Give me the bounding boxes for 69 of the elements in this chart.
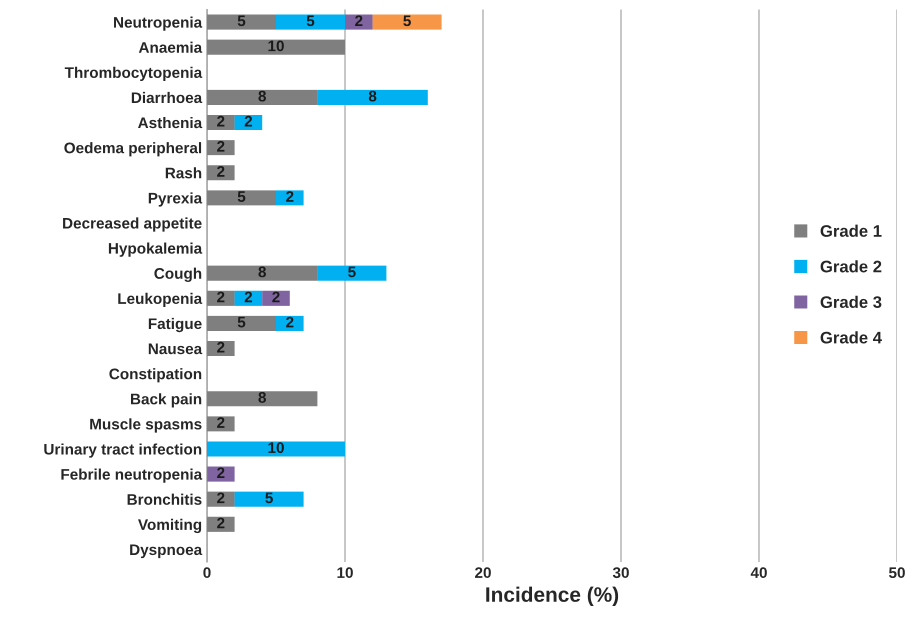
y-tick-label: Thrombocytopenia [64, 66, 202, 82]
y-tick-label: Oedema peripheral [64, 142, 202, 156]
bar [317, 90, 428, 105]
y-tick-label: Nausea [148, 344, 202, 354]
y-tick-label: Muscle spasms [90, 418, 202, 433]
y-tick-label: Vomiting [138, 518, 202, 534]
data-label: 2 [217, 518, 224, 528]
data-label: 5 [265, 492, 273, 504]
x-tick-label: 50 [888, 567, 905, 578]
data-label: 10 [268, 442, 284, 454]
x-tick-label: 20 [475, 567, 491, 578]
data-label: 2 [355, 15, 362, 26]
y-tick-label: Neutropenia [114, 16, 202, 31]
data-label: 2 [217, 116, 224, 126]
data-label: 5 [238, 191, 246, 202]
legend-label: Grade 2 [820, 260, 882, 272]
bar [317, 266, 386, 281]
data-label: 2 [217, 140, 224, 152]
y-tick-label: Asthenia [138, 116, 202, 128]
x-tick-label: 40 [750, 567, 767, 578]
data-label: 2 [244, 116, 252, 126]
y-tick-label: Rash [166, 167, 202, 178]
y-tick-label: Constipation [109, 368, 202, 382]
data-label: 2 [217, 492, 224, 504]
y-tick-label: Urinary tract infection [44, 443, 202, 458]
legend-label: Grade 1 [820, 224, 882, 237]
y-tick-label: Anaemia [138, 42, 202, 53]
data-label: 5 [238, 16, 246, 26]
data-label: 2 [217, 166, 224, 177]
y-tick-label: Back pain [130, 393, 202, 408]
x-tick-label: 10 [337, 567, 353, 578]
bar [345, 14, 373, 30]
x-tick-label: 30 [612, 567, 629, 578]
data-label: 8 [258, 266, 266, 278]
bar [276, 14, 345, 30]
data-label: 2 [217, 467, 224, 478]
y-tick-label: Leukopenia [118, 292, 202, 308]
bar [207, 441, 345, 457]
y-tick-label: Febrile neutropenia [61, 468, 202, 483]
y-tick-label: Decreased appetite [63, 217, 202, 232]
x-axis-title: Incidence (%) [486, 586, 618, 606]
y-tick-label: Cough [154, 268, 202, 282]
bar [372, 14, 442, 30]
y-tick-label: Diarrhoea [132, 92, 202, 104]
data-label: 8 [258, 392, 266, 403]
data-label: 2 [217, 417, 224, 428]
data-label: 2 [286, 316, 294, 328]
data-label: 8 [258, 90, 266, 102]
y-tick-label: Dyspnoea [130, 544, 202, 558]
data-label: 2 [272, 292, 280, 302]
data-label: 8 [368, 90, 376, 102]
data-label: 5 [238, 316, 246, 328]
x-tick-label: 0 [203, 567, 211, 578]
data-label: 5 [306, 16, 314, 26]
data-label: 2 [217, 342, 224, 352]
data-label: 5 [348, 266, 356, 278]
legend-label: Grade 3 [820, 296, 882, 308]
data-label: 2 [286, 191, 294, 202]
bar [234, 492, 304, 507]
y-tick-label: Pyrexia [148, 192, 202, 207]
bar [262, 290, 290, 306]
y-tick-label: Fatigue [148, 318, 202, 332]
legend-label: Grade 4 [820, 331, 882, 344]
data-label: 10 [268, 40, 284, 52]
y-tick-label: Hypokalemia [108, 242, 202, 257]
data-label: 5 [403, 16, 411, 26]
data-label: 2 [244, 292, 252, 302]
data-label: 2 [217, 292, 224, 302]
y-tick-label: Bronchitis [128, 494, 202, 505]
